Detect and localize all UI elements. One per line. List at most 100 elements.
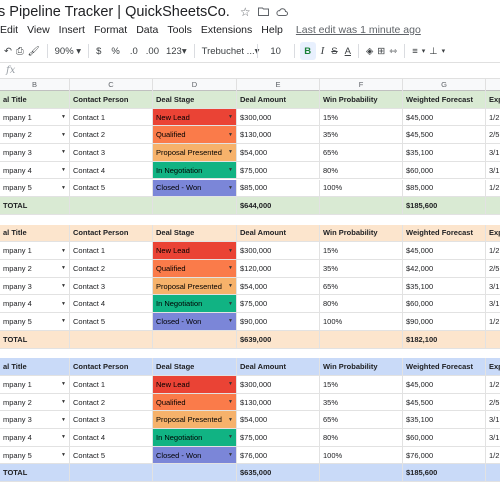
deal-title-cell[interactable]: mpany 3 ▼ xyxy=(0,144,70,162)
text-color-button[interactable]: A xyxy=(344,45,351,57)
increase-decimal-button[interactable]: .00 xyxy=(145,45,159,57)
dropdown-arrow-icon[interactable]: ▼ xyxy=(61,114,66,121)
forecast-cell[interactable]: $45,500 xyxy=(403,126,486,145)
header-cell[interactable]: Deal Amount xyxy=(237,91,320,109)
dropdown-arrow-icon[interactable]: ▼ xyxy=(228,184,233,191)
deal-stage-cell[interactable]: New Lead ▼ xyxy=(153,375,237,394)
dropdown-arrow-icon[interactable]: ▼ xyxy=(228,452,233,459)
column-header[interactable] xyxy=(486,79,500,91)
deal-stage-cell[interactable]: New Lead ▼ xyxy=(153,108,237,127)
exp-cell[interactable]: 3/1 xyxy=(486,144,500,162)
column-header[interactable]: G xyxy=(403,79,486,91)
prob-cell[interactable]: 80% xyxy=(320,161,403,180)
deal-title-cell[interactable]: mpany 5 ▼ xyxy=(0,313,70,331)
exp-cell[interactable]: 3/1 xyxy=(486,162,500,180)
dropdown-arrow-icon[interactable]: ▼ xyxy=(228,265,233,272)
header-cell[interactable]: Exp xyxy=(486,358,500,376)
prob-cell[interactable]: 35% xyxy=(320,393,403,412)
column-header[interactable]: F xyxy=(320,79,403,91)
exp-cell[interactable]: 3/1 xyxy=(486,411,500,430)
prob-cell[interactable]: 65% xyxy=(320,277,403,296)
menu-extensions[interactable]: Extensions xyxy=(200,24,253,36)
header-cell[interactable]: al Title xyxy=(0,224,70,243)
deal-title-cell[interactable]: mpany 3 ▼ xyxy=(0,277,70,296)
prob-cell[interactable]: 100% xyxy=(320,313,403,331)
deal-title-cell[interactable]: mpany 4 ▼ xyxy=(0,295,70,314)
contact-cell[interactable]: Contact 1 xyxy=(70,108,153,127)
header-cell[interactable]: Weighted Forecast xyxy=(403,224,486,243)
amount-cell[interactable]: $76,000 xyxy=(237,446,320,465)
menu-edit[interactable]: Edit xyxy=(0,24,19,36)
amount-cell[interactable]: $75,000 xyxy=(237,295,320,314)
dropdown-arrow-icon[interactable]: ▼ xyxy=(228,131,233,138)
deal-stage-cell[interactable]: Proposal Presented ▼ xyxy=(153,144,237,162)
total-empty-cell[interactable] xyxy=(70,464,153,483)
strikethrough-button[interactable]: S xyxy=(331,45,338,57)
deal-title-cell[interactable]: mpany 2 ▼ xyxy=(0,260,70,278)
contact-cell[interactable]: Contact 4 xyxy=(70,161,153,180)
amount-cell[interactable]: $300,000 xyxy=(237,375,320,394)
prob-cell[interactable]: 15% xyxy=(320,242,403,261)
deal-stage-cell[interactable]: In Negotiation ▼ xyxy=(153,429,237,447)
prob-cell[interactable]: 80% xyxy=(320,295,403,314)
contact-cell[interactable]: Contact 5 xyxy=(70,313,153,331)
chevron-down-icon[interactable]: ▾ xyxy=(421,48,426,55)
contact-cell[interactable]: Contact 2 xyxy=(70,260,153,278)
amount-cell[interactable]: $120,000 xyxy=(237,260,320,278)
exp-cell[interactable]: 2/5 xyxy=(486,126,500,145)
contact-cell[interactable]: Contact 4 xyxy=(70,295,153,314)
exp-cell[interactable]: 1/2 xyxy=(486,447,500,465)
exp-cell[interactable]: 2/5 xyxy=(486,260,500,278)
menu-insert[interactable]: Insert xyxy=(58,24,85,36)
deal-stage-cell[interactable]: Closed - Won ▼ xyxy=(153,313,237,331)
undo-icon[interactable]: ↶ xyxy=(4,45,12,57)
font-family-select[interactable]: Trebuchet ...▾ xyxy=(201,45,260,57)
menu-format[interactable]: Format xyxy=(93,24,128,36)
zoom-select[interactable]: 90% ▾ xyxy=(54,45,82,57)
menu-data[interactable]: Data xyxy=(136,24,159,36)
prob-cell[interactable]: 80% xyxy=(320,429,403,447)
prob-cell[interactable]: 35% xyxy=(320,126,403,145)
dropdown-arrow-icon[interactable]: ▼ xyxy=(61,434,66,441)
contact-cell[interactable]: Contact 3 xyxy=(70,144,153,162)
header-cell[interactable]: Deal Stage xyxy=(153,224,237,243)
exp-cell[interactable]: 1/2 xyxy=(486,180,500,198)
header-cell[interactable]: Deal Stage xyxy=(153,358,237,376)
dropdown-arrow-icon[interactable]: ▼ xyxy=(228,416,233,423)
deal-title-cell[interactable]: mpany 4 ▼ xyxy=(0,429,70,447)
total-empty-cell[interactable] xyxy=(153,197,237,215)
prob-cell[interactable]: 15% xyxy=(320,108,403,127)
decrease-decimal-button[interactable]: .0 xyxy=(129,45,138,57)
dropdown-arrow-icon[interactable]: ▼ xyxy=(61,452,66,459)
contact-cell[interactable]: Contact 5 xyxy=(70,446,153,465)
deal-stage-cell[interactable]: Closed - Won ▼ xyxy=(153,179,237,198)
amount-cell[interactable]: $130,000 xyxy=(237,393,320,412)
dropdown-arrow-icon[interactable]: ▼ xyxy=(61,283,66,290)
cloud-saved-icon[interactable] xyxy=(276,5,288,19)
amount-cell[interactable]: $85,000 xyxy=(237,179,320,198)
menu-help[interactable]: Help xyxy=(261,24,283,36)
total-amount-cell[interactable]: $639,000 xyxy=(237,330,320,349)
print-icon[interactable]: ⎙ xyxy=(15,45,24,57)
amount-cell[interactable]: $54,000 xyxy=(237,277,320,296)
header-cell[interactable]: Deal Amount xyxy=(237,358,320,376)
chevron-down-icon[interactable]: ▾ xyxy=(441,48,446,55)
menu-view[interactable]: View xyxy=(27,24,50,36)
contact-cell[interactable]: Contact 4 xyxy=(70,429,153,447)
vertical-align-icon[interactable]: ⊥ xyxy=(429,45,438,57)
dropdown-arrow-icon[interactable]: ▼ xyxy=(228,300,233,307)
total-empty-cell[interactable] xyxy=(320,197,403,215)
exp-cell[interactable]: 3/1 xyxy=(486,429,500,447)
dropdown-arrow-icon[interactable]: ▼ xyxy=(228,247,233,254)
deal-title-cell[interactable]: mpany 4 ▼ xyxy=(0,161,70,180)
forecast-cell[interactable]: $45,000 xyxy=(403,375,486,394)
contact-cell[interactable]: Contact 3 xyxy=(70,277,153,296)
forecast-cell[interactable]: $60,000 xyxy=(403,429,486,447)
total-empty-cell[interactable] xyxy=(486,464,500,483)
deal-stage-cell[interactable]: In Negotiation ▼ xyxy=(153,161,237,180)
forecast-cell[interactable]: $90,000 xyxy=(403,313,486,331)
header-cell[interactable]: Weighted Forecast xyxy=(403,91,486,109)
exp-cell[interactable]: 1/2 xyxy=(486,376,500,394)
italic-button[interactable]: I xyxy=(320,45,325,57)
exp-cell[interactable]: 1/2 xyxy=(486,313,500,331)
